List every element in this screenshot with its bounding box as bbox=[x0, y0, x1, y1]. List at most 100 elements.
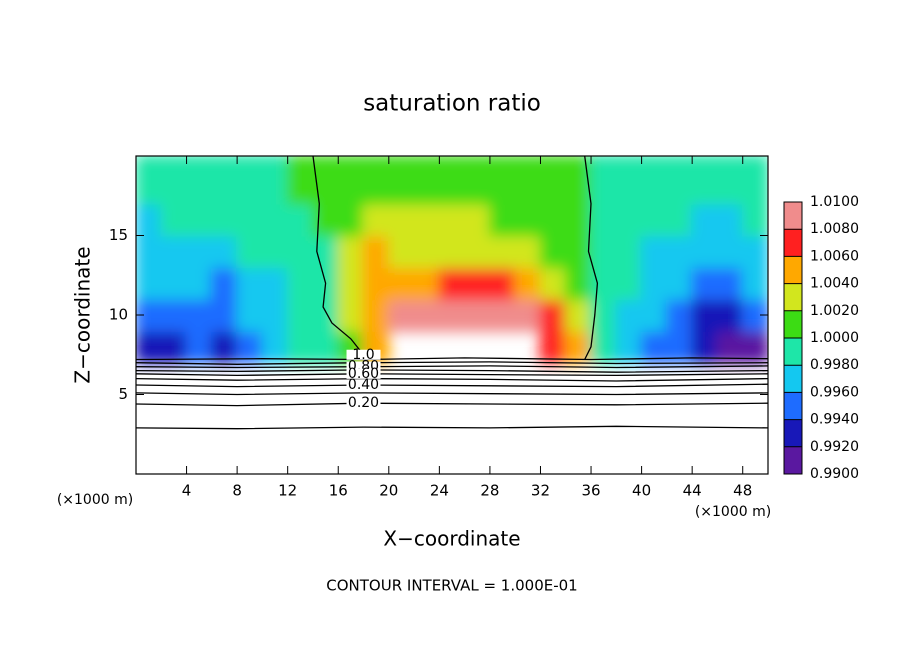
field-cell bbox=[286, 234, 314, 269]
colorbar-band bbox=[784, 392, 802, 420]
colorbar-band bbox=[784, 446, 802, 474]
field-cell bbox=[615, 329, 643, 364]
field-cell bbox=[236, 329, 264, 364]
field-cell bbox=[286, 202, 314, 237]
colorbar-tick-label: 1.0080 bbox=[810, 221, 859, 237]
field-cell bbox=[136, 329, 163, 364]
field-cell bbox=[362, 202, 390, 237]
field-cell bbox=[438, 202, 466, 237]
colorbar-band bbox=[784, 229, 802, 257]
y-unit: (×1000 m) bbox=[57, 492, 133, 508]
field-cell bbox=[539, 298, 567, 332]
field-cell bbox=[136, 156, 163, 205]
field-cell bbox=[463, 234, 491, 269]
field-cell bbox=[261, 234, 289, 269]
field-cell bbox=[640, 202, 668, 237]
contour-label-bg bbox=[346, 368, 381, 379]
field-cell bbox=[311, 329, 340, 364]
field-cell bbox=[590, 156, 618, 205]
contour-line bbox=[135, 392, 769, 396]
field-cell bbox=[488, 298, 517, 332]
field-cell bbox=[160, 156, 188, 205]
field-cell bbox=[590, 202, 618, 237]
field-cell bbox=[438, 234, 466, 269]
contour-label-bg bbox=[346, 379, 381, 390]
field-cell bbox=[438, 298, 466, 332]
field-cell bbox=[590, 298, 618, 332]
field-cell bbox=[210, 329, 239, 364]
field-cell bbox=[488, 202, 517, 237]
field-cell bbox=[463, 266, 491, 301]
contour-line bbox=[135, 373, 769, 377]
x-tick-label: 4 bbox=[182, 482, 192, 500]
field-cell bbox=[539, 156, 567, 205]
contour-line bbox=[135, 377, 769, 382]
field-cell bbox=[665, 298, 694, 332]
chart-title: saturation ratio bbox=[363, 91, 541, 117]
field-cell bbox=[413, 298, 441, 332]
y-tick-label: 5 bbox=[118, 385, 128, 403]
field-cell bbox=[413, 266, 441, 301]
field-cell bbox=[362, 266, 390, 301]
x-tick-label: 48 bbox=[733, 482, 752, 500]
field bbox=[136, 156, 768, 364]
field-cell bbox=[691, 266, 719, 301]
field-cell bbox=[160, 329, 188, 364]
x-tick-label: 44 bbox=[683, 482, 702, 500]
colorbar-tick-label: 0.9920 bbox=[810, 439, 859, 455]
field-cell bbox=[640, 234, 668, 269]
field-cell bbox=[741, 156, 768, 205]
field-cell bbox=[337, 202, 365, 237]
field-cell bbox=[261, 156, 289, 205]
overlay: 1.00.800.600.400.204 8 12 16 20 24 28 32 36 40 44 4… bbox=[109, 155, 859, 500]
contour-line bbox=[135, 425, 769, 430]
field-cell bbox=[160, 266, 188, 301]
field-cell bbox=[185, 298, 213, 332]
colorbar-tick-label: 1.0060 bbox=[810, 248, 859, 264]
field-cell bbox=[640, 298, 668, 332]
field-cell bbox=[615, 298, 643, 332]
field-cell bbox=[387, 298, 416, 332]
field-cell bbox=[185, 266, 213, 301]
field-cell bbox=[564, 329, 593, 364]
field-cell bbox=[539, 202, 567, 237]
field-cell bbox=[539, 234, 567, 269]
contour-label: 0.40 bbox=[348, 377, 379, 393]
colorbar-band bbox=[784, 310, 802, 338]
field-cell bbox=[362, 298, 390, 332]
x-axis-label: X−coordinate bbox=[383, 527, 520, 551]
colorbar-tick-label: 1.0040 bbox=[810, 276, 859, 292]
field-cell bbox=[615, 266, 643, 301]
footer: CONTOUR INTERVAL = 1.000E-01 bbox=[326, 577, 577, 595]
field-cell bbox=[564, 202, 593, 237]
field-cell bbox=[463, 298, 491, 332]
field-cell bbox=[210, 202, 239, 237]
field-cell bbox=[615, 202, 643, 237]
x-tick-label: 12 bbox=[278, 482, 297, 500]
field-cell bbox=[210, 156, 239, 205]
field-cell bbox=[463, 202, 491, 237]
field-cell bbox=[236, 234, 264, 269]
y-axis-label: Z−coordinate bbox=[71, 246, 95, 383]
field-cell bbox=[160, 234, 188, 269]
contour-label: 0.60 bbox=[348, 366, 379, 382]
field-cell bbox=[590, 234, 618, 269]
colorbar-tick-label: 1.0020 bbox=[810, 303, 859, 319]
field-cell bbox=[438, 156, 466, 205]
contour-label-bg bbox=[346, 398, 381, 409]
x-tick-label: 36 bbox=[581, 482, 600, 500]
field-cell bbox=[514, 234, 542, 269]
field-cell bbox=[590, 329, 618, 364]
field-cell bbox=[514, 202, 542, 237]
field-cell bbox=[615, 156, 643, 205]
field-cell bbox=[136, 234, 163, 269]
x-tick-label: 8 bbox=[232, 482, 242, 500]
field-cell bbox=[337, 234, 365, 269]
field-cell bbox=[236, 298, 264, 332]
field-cell bbox=[236, 202, 264, 237]
field-cell bbox=[741, 202, 768, 237]
contour-line bbox=[135, 361, 769, 365]
field-cell bbox=[210, 266, 239, 301]
field-cell bbox=[261, 202, 289, 237]
colorbar-tick-label: 1.0100 bbox=[810, 194, 859, 210]
